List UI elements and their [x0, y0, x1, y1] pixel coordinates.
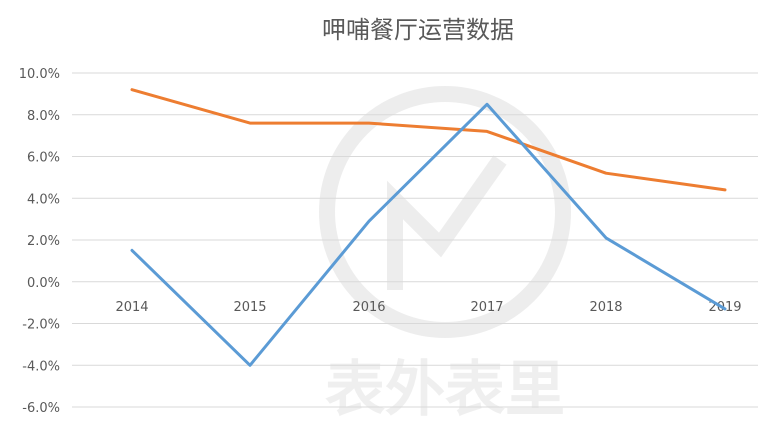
watermark-arrow — [387, 155, 507, 290]
y-axis-ticks: 10.0% 8.0% 6.0% 4.0% 2.0% 0.0% -2.0% -4.0% -6.0% — [19, 67, 60, 416]
watermark: 表外表里 — [319, 86, 571, 425]
watermark-text: 表外表里 — [325, 355, 565, 425]
x-tick-label: 2018 — [589, 300, 622, 315]
x-tick-label: 2016 — [352, 300, 385, 315]
chart-title: 呷哺餐厅运营数据 — [322, 16, 514, 44]
y-tick-label: 8.0% — [27, 109, 60, 124]
series-lines — [130, 88, 727, 367]
y-tick-label: 0.0% — [27, 276, 60, 291]
y-tick-label: 10.0% — [19, 67, 60, 82]
y-tick-label: 4.0% — [27, 192, 60, 207]
x-axis-ticks: 2014 2015 2016 2017 2018 2019 — [115, 300, 741, 315]
series-line-1 — [130, 88, 727, 192]
y-tick-label: 6.0% — [27, 151, 60, 166]
x-tick-label: 2015 — [233, 300, 266, 315]
y-tick-label: 2.0% — [27, 234, 60, 249]
series-line-2 — [130, 102, 727, 367]
x-tick-label: 2017 — [470, 300, 503, 315]
y-tick-label: -2.0% — [22, 318, 60, 333]
y-tick-label: -4.0% — [22, 359, 60, 374]
grid-lines — [72, 72, 758, 408]
watermark-ring — [319, 86, 571, 338]
x-tick-label: 2014 — [115, 300, 148, 315]
y-tick-label: -6.0% — [22, 401, 60, 416]
